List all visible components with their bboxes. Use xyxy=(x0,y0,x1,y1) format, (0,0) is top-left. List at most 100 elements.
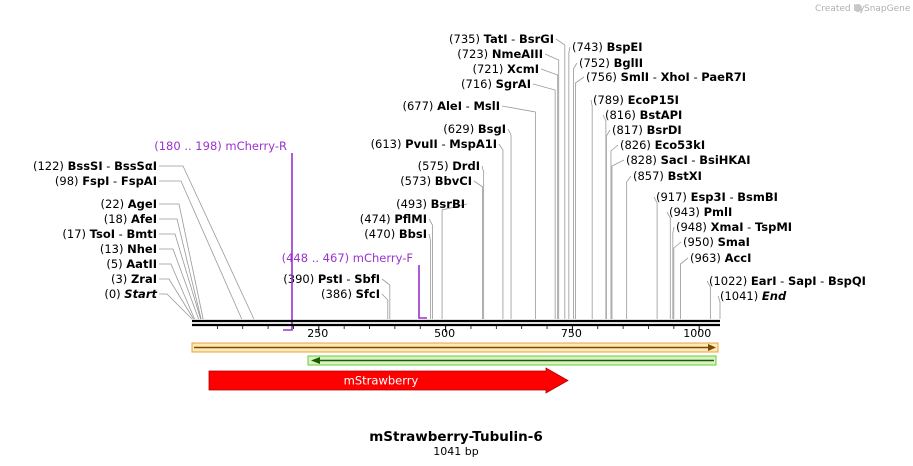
enzyme-name: FspI xyxy=(82,174,109,188)
site-leader-line xyxy=(159,165,255,320)
site-label[interactable]: (18) AfeI xyxy=(104,212,157,226)
restriction-site[interactable]: (721) XcmI xyxy=(472,62,539,76)
site-label[interactable]: (386) SfcI xyxy=(321,287,380,301)
restriction-site[interactable]: (17) TsoI - BmtI xyxy=(62,227,157,241)
restriction-site[interactable]: (98) FspI - FspAI xyxy=(55,174,157,188)
restriction-site[interactable]: (22) AgeI xyxy=(101,197,157,211)
site-label[interactable]: (575) DrdI xyxy=(418,159,480,173)
enzyme-name: PvuII xyxy=(405,137,438,151)
primer[interactable]: (448 .. 467) mCherry-F xyxy=(282,251,427,319)
orf-reverse[interactable] xyxy=(307,355,717,366)
orf-forward[interactable] xyxy=(191,342,719,353)
site-label[interactable]: (573) BbvCI xyxy=(400,174,472,188)
restriction-site[interactable]: (963) AccI xyxy=(690,251,751,265)
restriction-site[interactable]: (474) PflMI xyxy=(360,212,427,226)
site-label[interactable]: (743) BspEI xyxy=(572,40,643,54)
restriction-site[interactable]: (943) PmlI xyxy=(669,205,732,219)
enzyme-name: MspA1I xyxy=(449,137,497,151)
site-label[interactable]: (3) ZraI xyxy=(111,272,157,286)
site-label[interactable]: (474) PflMI xyxy=(360,212,427,226)
site-separator: - xyxy=(109,174,120,188)
site-label[interactable]: (826) Eco53kI xyxy=(620,138,705,152)
site-label[interactable]: (390) PstI - SbfI xyxy=(283,272,380,286)
restriction-site[interactable]: (3) ZraI xyxy=(111,272,157,286)
restriction-site[interactable]: (122) BssSI - BssSαI xyxy=(33,159,157,173)
site-label[interactable]: (817) BsrDI xyxy=(612,123,682,137)
restriction-site[interactable]: (386) SfcI xyxy=(321,287,380,301)
restriction-site[interactable]: (5) AatII xyxy=(106,257,157,271)
site-label[interactable]: (917) Esp3I - BsmBI xyxy=(656,190,778,204)
site-label[interactable]: (98) FspI - FspAI xyxy=(55,174,157,188)
restriction-site[interactable]: (735) TatI - BsrGI xyxy=(449,32,554,46)
restriction-site[interactable]: (573) BbvCI xyxy=(400,174,472,188)
site-position: (817) xyxy=(612,123,643,137)
site-position: (735) xyxy=(449,32,480,46)
restriction-site[interactable]: (716) SgrAI xyxy=(461,77,531,91)
restriction-site[interactable]: (743) BspEI xyxy=(572,40,643,54)
restriction-site[interactable]: (18) AfeI xyxy=(104,212,157,226)
restriction-site[interactable]: (575) DrdI xyxy=(418,159,480,173)
primer[interactable]: (180 .. 198) mCherry-R xyxy=(154,139,293,331)
restriction-site[interactable]: (0) Start xyxy=(104,287,157,301)
restriction-site[interactable]: (613) PvuII - MspA1I xyxy=(371,137,497,151)
site-label[interactable]: (5) AatII xyxy=(106,257,157,271)
site-leader-line xyxy=(602,114,607,319)
site-label[interactable]: (735) TatI - BsrGI xyxy=(449,32,554,46)
restriction-site[interactable]: (789) EcoP15I xyxy=(593,93,679,107)
site-label[interactable]: (816) BstAPI xyxy=(605,108,682,122)
restriction-site[interactable]: (857) BstXI xyxy=(633,169,702,183)
restriction-site[interactable]: (629) BsgI xyxy=(443,122,506,136)
restriction-site[interactable]: (1041) End xyxy=(720,289,787,303)
site-label[interactable]: (613) PvuII - MspA1I xyxy=(371,137,497,151)
site-label[interactable]: (0) Start xyxy=(104,287,157,301)
restriction-site[interactable]: (390) PstI - SbfI xyxy=(283,272,380,286)
site-label[interactable]: (716) SgrAI xyxy=(461,77,531,91)
site-separator: - xyxy=(776,274,787,288)
site-label[interactable]: (1041) End xyxy=(720,289,787,303)
restriction-site[interactable]: (677) AleI - MslI xyxy=(403,99,501,113)
site-label[interactable]: (721) XcmI xyxy=(472,62,539,76)
site-position: (18) xyxy=(104,212,128,226)
site-label[interactable]: (857) BstXI xyxy=(633,169,702,183)
site-label[interactable]: (963) AccI xyxy=(690,251,751,265)
site-label[interactable]: (13) NheI xyxy=(100,242,157,256)
site-label[interactable]: (828) SacI - BsiHKAI xyxy=(626,153,750,167)
restriction-site[interactable]: (470) BbsI xyxy=(364,227,427,241)
restriction-site[interactable]: (756) SmlI - XhoI - PaeR7I xyxy=(586,70,746,84)
site-label[interactable]: (943) PmlI xyxy=(669,205,732,219)
feature-mstrawberry[interactable]: mStrawberry xyxy=(208,367,569,394)
restriction-site[interactable]: (826) Eco53kI xyxy=(620,138,705,152)
enzyme-name: BbvCI xyxy=(435,174,472,188)
site-label[interactable]: (677) AleI - MslI xyxy=(403,99,501,113)
site-label[interactable]: (789) EcoP15I xyxy=(593,93,679,107)
site-label[interactable]: (629) BsgI xyxy=(443,122,506,136)
site-separator: - xyxy=(688,153,699,167)
site-label[interactable]: (948) XmaI - TspMI xyxy=(676,220,792,234)
site-label[interactable]: (723) NmeAIII xyxy=(457,47,543,61)
site-label[interactable]: (470) BbsI xyxy=(364,227,427,241)
restriction-site[interactable]: (1022) EarI - SapI - BspQI xyxy=(709,274,866,288)
site-label[interactable]: (17) TsoI - BmtI xyxy=(62,227,157,241)
site-label[interactable]: (122) BssSI - BssSαI xyxy=(33,159,157,173)
site-label[interactable]: (1022) EarI - SapI - BspQI xyxy=(709,274,866,288)
restriction-site[interactable]: (917) Esp3I - BsmBI xyxy=(656,190,778,204)
site-leader-line xyxy=(672,226,675,319)
restriction-site[interactable]: (950) SmaI xyxy=(683,235,750,249)
restriction-site[interactable]: (752) BglII xyxy=(579,56,643,70)
restriction-site[interactable]: (948) XmaI - TspMI xyxy=(676,220,792,234)
restriction-site[interactable]: (828) SacI - BsiHKAI xyxy=(626,153,750,167)
site-label[interactable]: (493) BsrBI xyxy=(396,197,465,211)
restriction-site[interactable]: (723) NmeAIII xyxy=(457,47,543,61)
restriction-site[interactable]: (816) BstAPI xyxy=(605,108,682,122)
backbone[interactable] xyxy=(192,319,720,327)
site-label[interactable]: (950) SmaI xyxy=(683,235,750,249)
site-label[interactable]: (756) SmlI - XhoI - PaeR7I xyxy=(586,70,746,84)
site-label[interactable]: (752) BglII xyxy=(579,56,643,70)
restriction-site[interactable]: (493) BsrBI xyxy=(396,197,465,211)
site-label[interactable]: (22) AgeI xyxy=(101,197,157,211)
enzyme-name: NmeAIII xyxy=(492,47,543,61)
enzyme-name: BstXI xyxy=(668,169,702,183)
restriction-site[interactable]: (817) BsrDI xyxy=(612,123,682,137)
site-leader-line xyxy=(428,233,431,319)
restriction-site[interactable]: (13) NheI xyxy=(100,242,157,256)
